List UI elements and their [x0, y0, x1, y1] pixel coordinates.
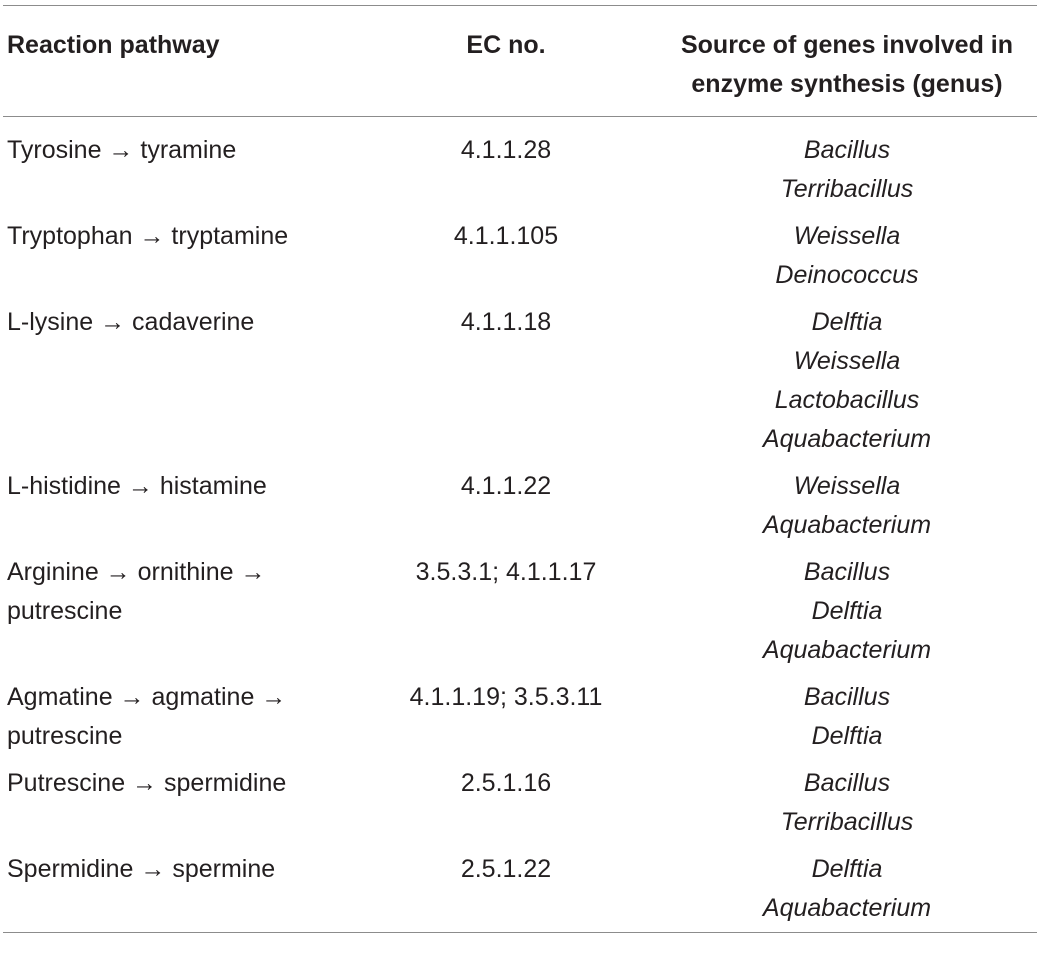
genus-name: Bacillus: [803, 558, 891, 586]
table-row: Tryptophan → tryptamine 4.1.1.105 Weissell…: [3, 217, 1037, 295]
cell-gene-source: Weissella Deinococcus: [641, 217, 1037, 295]
genus-name: Delftia: [811, 855, 883, 883]
cell-gene-source: Bacillus Delftia Aquabacterium: [641, 553, 1037, 670]
cell-reaction-pathway: Tyrosine → tyramine: [7, 136, 237, 164]
cell-ec-number: 2.5.1.22: [460, 855, 552, 883]
table-row: L-histidine → histamine 4.1.1.22 Weissella…: [3, 467, 1037, 545]
table-row: Tyrosine → tyramine 4.1.1.28 Bacillus Terri…: [3, 131, 1037, 209]
header-gene-source-line1: Source of genes involved in: [680, 31, 1014, 59]
genus-name: Weissella: [793, 472, 901, 500]
cell-ec-number: 4.1.1.22: [460, 472, 552, 500]
cell-ec-number: 4.1.1.28: [460, 136, 552, 164]
header-gene-source-line2: enzyme synthesis (genus): [691, 70, 1003, 98]
genus-name: Bacillus: [803, 683, 891, 711]
table-header-rule: [3, 116, 1037, 117]
header-gene-source: Source of genes involved in enzyme synth…: [641, 6, 1037, 116]
cell-ec-number: 3.5.3.1; 4.1.1.17: [415, 558, 597, 586]
cell-gene-source: Bacillus Terribacillus: [641, 131, 1037, 209]
cell-reaction-pathway: Putrescine → spermidine: [7, 769, 287, 797]
cell-gene-source: Weissella Aquabacterium: [641, 467, 1037, 545]
genus-name: Delftia: [811, 597, 883, 625]
table-top-rule: [3, 5, 1037, 6]
cell-reaction-pathway: Spermidine → spermine: [7, 855, 276, 883]
header-reaction-pathway: Reaction pathway: [7, 31, 220, 59]
cell-ec-number: 2.5.1.16: [460, 769, 552, 797]
table-row: Arginine → ornithine → putrescine 3.5.3.1…: [3, 553, 1037, 670]
cell-reaction-pathway: Agmatine → agmatine → putrescine: [7, 683, 287, 750]
cell-ec-number: 4.1.1.19; 3.5.3.11: [409, 683, 603, 711]
cell-gene-source: Bacillus Delftia: [641, 678, 1037, 756]
genus-name: Bacillus: [803, 136, 891, 164]
cell-gene-source: Delftia Aquabacterium: [641, 850, 1037, 928]
table-row: Putrescine → spermidine 2.5.1.16 Bacillus T…: [3, 764, 1037, 842]
table-bottom-rule: [3, 932, 1037, 933]
genus-name: Deinococcus: [775, 261, 919, 289]
genus-name: Lactobacillus: [774, 386, 920, 414]
cell-reaction-pathway: L-lysine → cadaverine: [7, 308, 255, 336]
cell-ec-number: 4.1.1.105: [453, 222, 559, 250]
genus-name: Terribacillus: [780, 175, 914, 203]
table-row: Spermidine → spermine 2.5.1.22 Delftia Aqua…: [3, 850, 1037, 928]
table-row: L-lysine → cadaverine 4.1.1.18 Delftia Weis…: [3, 303, 1037, 459]
genus-name: Delftia: [811, 722, 883, 750]
enzyme-table: Reaction pathway EC no. Source of genes …: [3, 5, 1037, 933]
cell-gene-source: Bacillus Terribacillus: [641, 764, 1037, 842]
genus-name: Weissella: [793, 347, 901, 375]
genus-name: Weissella: [793, 222, 901, 250]
table-row: Agmatine → agmatine → putrescine 4.1.1.19…: [3, 678, 1037, 756]
cell-reaction-pathway: L-histidine → histamine: [7, 472, 267, 500]
table-body: Tyrosine → tyramine 4.1.1.28 Bacillus Terri…: [3, 117, 1037, 932]
cell-reaction-pathway: Arginine → ornithine → putrescine: [7, 558, 266, 625]
genus-name: Aquabacterium: [762, 636, 932, 664]
genus-name: Terribacillus: [780, 808, 914, 836]
cell-ec-number: 4.1.1.18: [460, 308, 552, 336]
genus-name: Aquabacterium: [762, 894, 932, 922]
cell-reaction-pathway: Tryptophan → tryptamine: [7, 222, 289, 250]
table-header: Reaction pathway EC no. Source of genes …: [3, 6, 1037, 116]
genus-name: Delftia: [811, 308, 883, 336]
cell-gene-source: Delftia Weissella Lactobacillus Aquabacteri…: [641, 303, 1037, 459]
header-ec-number: EC no.: [466, 31, 546, 59]
genus-name: Aquabacterium: [762, 511, 932, 539]
genus-name: Bacillus: [803, 769, 891, 797]
genus-name: Aquabacterium: [762, 425, 932, 453]
